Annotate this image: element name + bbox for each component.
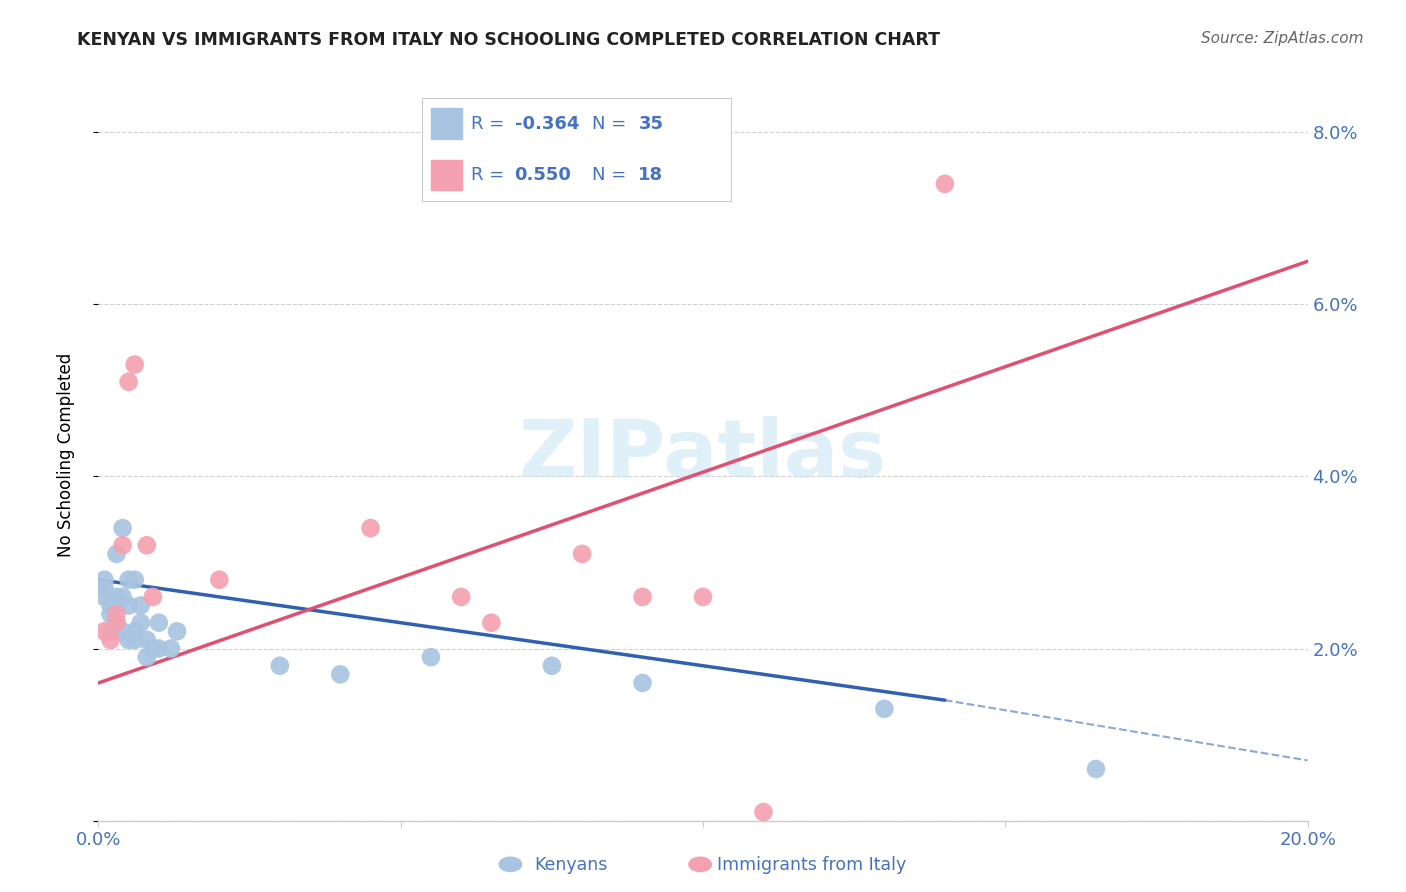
Point [934, 177, 956, 191]
Point [105, 590, 128, 604]
Point [100, 624, 122, 639]
Point [100, 599, 122, 613]
Point [450, 590, 472, 604]
Point [571, 547, 593, 561]
Point [269, 658, 291, 673]
Circle shape [689, 857, 711, 871]
Text: N =: N = [592, 115, 631, 133]
Point [135, 650, 157, 665]
Point [208, 573, 231, 587]
Point [111, 590, 134, 604]
Point [93, 624, 115, 639]
Point [692, 590, 714, 604]
Bar [432, 108, 463, 139]
Text: Kenyans: Kenyans [534, 856, 607, 874]
Point [93, 590, 115, 604]
Point [105, 547, 128, 561]
Point [166, 624, 188, 639]
Circle shape [499, 857, 522, 871]
Point [360, 521, 382, 535]
Text: -0.364: -0.364 [515, 115, 579, 133]
Point [111, 624, 134, 639]
Text: N =: N = [592, 166, 631, 184]
Point [118, 573, 141, 587]
Bar [432, 160, 463, 190]
Point [124, 632, 146, 647]
Point [93, 573, 115, 587]
Point [100, 607, 122, 621]
Point [481, 615, 503, 630]
Point [540, 658, 562, 673]
Point [124, 624, 146, 639]
Text: Immigrants from Italy: Immigrants from Italy [717, 856, 907, 874]
Text: KENYAN VS IMMIGRANTS FROM ITALY NO SCHOOLING COMPLETED CORRELATION CHART: KENYAN VS IMMIGRANTS FROM ITALY NO SCHOO… [77, 31, 941, 49]
Text: R =: R = [471, 115, 510, 133]
Text: 0.550: 0.550 [515, 166, 571, 184]
Point [752, 805, 775, 819]
Point [160, 641, 183, 656]
Point [111, 521, 134, 535]
Point [420, 650, 443, 665]
Point [148, 615, 170, 630]
Point [118, 375, 141, 389]
Point [631, 676, 654, 690]
Y-axis label: No Schooling Completed: No Schooling Completed [56, 353, 75, 557]
Point [105, 599, 128, 613]
Point [631, 590, 654, 604]
Text: 35: 35 [638, 115, 664, 133]
Point [873, 702, 896, 716]
Point [93, 582, 115, 596]
Point [142, 590, 165, 604]
Point [118, 599, 141, 613]
Point [118, 632, 141, 647]
Point [105, 607, 128, 621]
Text: R =: R = [471, 166, 510, 184]
Text: ZIPatlas: ZIPatlas [519, 416, 887, 494]
Text: 18: 18 [638, 166, 664, 184]
Point [142, 641, 165, 656]
Point [135, 632, 157, 647]
Point [148, 641, 170, 656]
Point [105, 615, 128, 630]
Point [329, 667, 352, 681]
Point [105, 615, 128, 630]
Point [124, 358, 146, 372]
Point [1085, 762, 1108, 776]
Point [135, 538, 157, 552]
Point [124, 573, 146, 587]
Text: Source: ZipAtlas.com: Source: ZipAtlas.com [1201, 31, 1364, 46]
Point [111, 538, 134, 552]
Point [100, 632, 122, 647]
Point [129, 599, 152, 613]
Point [129, 615, 152, 630]
